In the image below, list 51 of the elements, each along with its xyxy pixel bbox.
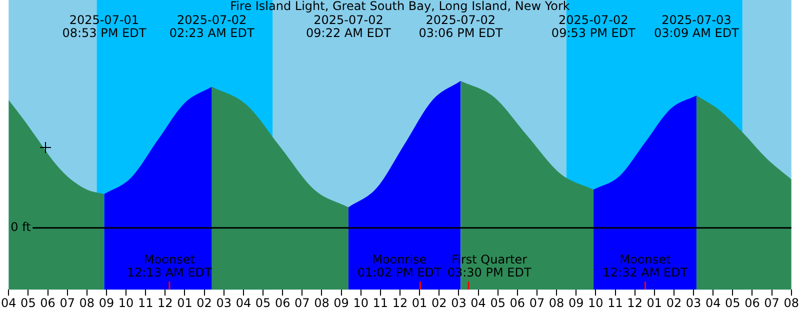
x-tick-label: 03	[216, 296, 232, 310]
text: 2025-07-02 09:22 AM EDT	[306, 13, 392, 40]
x-tick-label: 07	[764, 296, 780, 310]
x-tick-label: 12	[158, 296, 173, 310]
x-tick-label: 02	[666, 296, 682, 310]
x-tick-label: 02	[431, 296, 447, 310]
x-tick-label: 06	[744, 296, 760, 310]
ref-line-label: Moonset 12:13 AM EDT	[126, 252, 213, 280]
text: 2025-07-01 08:53 PM EDT	[62, 13, 147, 40]
x-tick-label: 03	[451, 296, 466, 310]
x-tick-label: 03	[686, 296, 702, 310]
x-tick-label: 09	[334, 296, 349, 310]
x-tick-label: 04	[0, 296, 16, 310]
x-tick-label: 08	[784, 296, 800, 310]
x-tick-label: 07	[60, 296, 75, 310]
text: 2025-07-02 09:53 PM EDT	[551, 13, 636, 40]
x-tick-label: 05	[725, 296, 740, 310]
x-tick-label: 12	[627, 296, 642, 310]
ref-line-label: Moonset 12:32 AM EDT	[602, 252, 688, 280]
x-tick-label: 06	[274, 296, 290, 310]
x-tick-label: 01	[646, 296, 662, 310]
x-tick-label: 02	[196, 296, 212, 310]
x-tick-label: 11	[138, 296, 154, 310]
x-tick-label: 09	[98, 296, 114, 310]
x-tick-label: 07	[294, 296, 310, 310]
x-tick-label: 05	[255, 296, 271, 310]
x-tick-label: 04	[236, 296, 252, 310]
x-tick-label: 06	[40, 296, 56, 310]
x-tick-label: 01	[177, 296, 192, 310]
x-tick-label: 12	[392, 296, 408, 310]
x-tick-label: 08	[79, 296, 95, 310]
x-tick-label: 10	[353, 296, 369, 310]
x-tick-label: 05	[20, 296, 36, 310]
x-tick-label: 07	[529, 296, 545, 310]
x-tick-label: 08	[314, 296, 330, 310]
x-tick-label: 06	[510, 296, 526, 310]
ref-line-label: Moonrise 01:02 PM EDT	[357, 252, 442, 280]
text: 2025-07-02 03:06 PM EDT	[418, 13, 504, 40]
x-tick-label: 04	[705, 296, 721, 310]
x-tick-label: 05	[490, 296, 506, 310]
x-tick-label: 11	[372, 296, 388, 310]
x-tick-label: 10	[588, 296, 604, 310]
x-tick-label: 01	[412, 296, 428, 310]
ref-line-label: 0 ft	[10, 220, 32, 234]
text: 2025-07-03 03:09 AM EDT	[654, 13, 740, 40]
x-tick-label: 09	[568, 296, 584, 310]
x-tick-label: 10	[118, 296, 134, 310]
text: 2025-07-02 02:23 AM EDT	[169, 13, 255, 40]
x-tick-label: 04	[470, 296, 486, 310]
x-tick-label: 08	[548, 296, 564, 310]
x-tick-label: 11	[608, 296, 623, 310]
